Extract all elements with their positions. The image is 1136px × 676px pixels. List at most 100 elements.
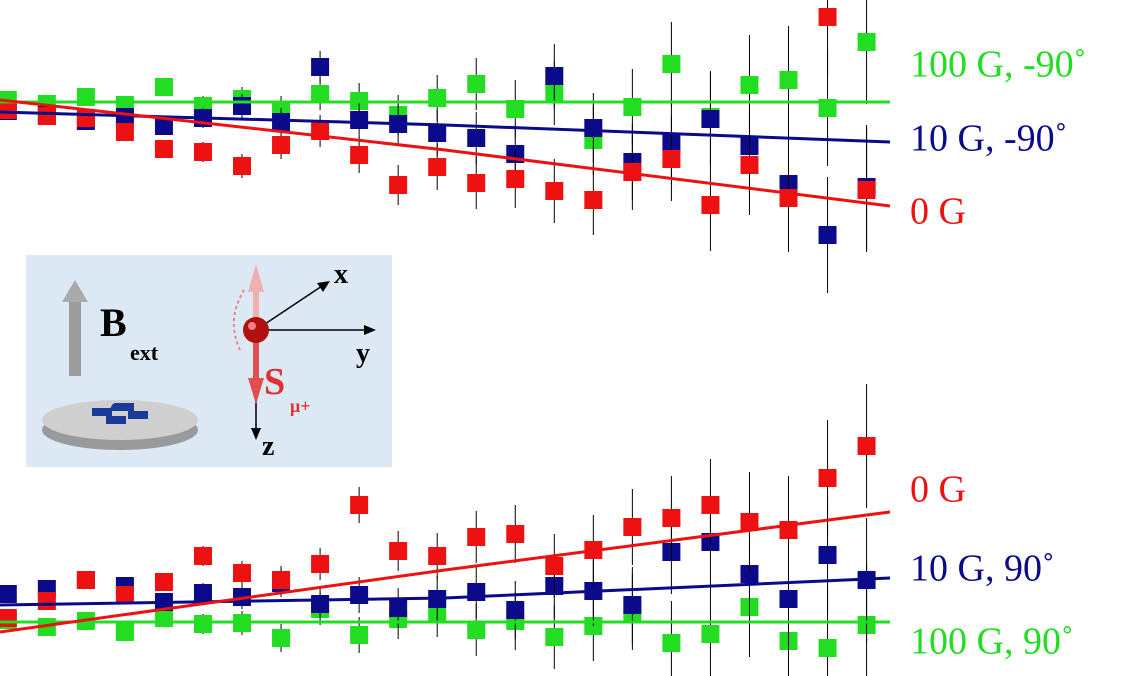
- point: [37, 107, 56, 125]
- tile: [128, 411, 148, 419]
- point: [779, 590, 798, 608]
- z-axis-head: [251, 428, 261, 440]
- spin-label: S: [264, 361, 285, 403]
- point: [545, 182, 564, 200]
- inset: B ext x y z S μ+: [26, 255, 392, 467]
- point: [193, 547, 212, 565]
- point: [350, 586, 369, 604]
- point: [506, 601, 525, 619]
- point: [818, 639, 837, 657]
- point: [272, 629, 291, 647]
- point: [193, 143, 212, 161]
- point: [115, 123, 134, 141]
- point: [662, 55, 681, 73]
- series: [0, 0, 876, 252]
- point: [506, 100, 525, 118]
- point: [857, 181, 876, 199]
- point: [740, 76, 759, 94]
- point: [701, 110, 720, 128]
- fit-line: [0, 98, 891, 208]
- point: [623, 518, 642, 536]
- point: [701, 496, 720, 514]
- spin-ghost-head: [248, 264, 264, 292]
- point: [0, 609, 17, 627]
- point: [350, 496, 369, 514]
- series-label: 10 G, 90˚: [910, 548, 1055, 590]
- point: [115, 586, 134, 604]
- fit-line: [0, 576, 891, 607]
- point: [154, 140, 173, 158]
- point: [350, 111, 369, 129]
- point: [740, 565, 759, 583]
- point: [311, 595, 330, 613]
- point: [818, 8, 837, 26]
- tile: [92, 408, 112, 416]
- point: [76, 571, 95, 589]
- point: [545, 67, 564, 85]
- point: [311, 555, 330, 573]
- point: [389, 542, 408, 560]
- point: [857, 33, 876, 51]
- point: [233, 564, 252, 582]
- point: [740, 156, 759, 174]
- point: [545, 557, 564, 575]
- muon: [243, 317, 269, 343]
- point: [115, 623, 134, 641]
- point: [623, 596, 642, 614]
- fit-line: [0, 510, 891, 634]
- field-sub: ext: [130, 340, 159, 365]
- point: [272, 571, 291, 589]
- series-label: 100 G, 90˚: [910, 621, 1074, 663]
- point: [428, 547, 447, 565]
- point: [701, 625, 720, 643]
- point: [0, 585, 17, 603]
- point: [584, 191, 603, 209]
- y-axis-head: [364, 325, 376, 335]
- x-axis: [255, 285, 323, 331]
- point: [154, 573, 173, 591]
- x-label: x: [334, 259, 348, 290]
- point: [428, 89, 447, 107]
- point: [428, 158, 447, 176]
- point: [506, 525, 525, 543]
- point: [857, 437, 876, 455]
- x-axis-head: [317, 281, 330, 292]
- point: [350, 626, 369, 644]
- point: [154, 117, 173, 135]
- point: [428, 124, 447, 142]
- point: [154, 78, 173, 96]
- point: [662, 509, 681, 527]
- point: [467, 129, 486, 147]
- point: [701, 196, 720, 214]
- point: [662, 634, 681, 652]
- spin-sub: μ+: [290, 396, 310, 416]
- series: [0, 384, 876, 627]
- point: [467, 75, 486, 93]
- point: [818, 546, 837, 564]
- point: [584, 119, 603, 137]
- point: [662, 150, 681, 168]
- field-label: B: [100, 300, 127, 345]
- point: [193, 584, 212, 602]
- point: [272, 136, 291, 154]
- point: [818, 226, 837, 244]
- point: [193, 615, 212, 633]
- z-label: z: [262, 431, 274, 462]
- point: [389, 176, 408, 194]
- point: [389, 599, 408, 617]
- point: [37, 592, 56, 610]
- field-arrow-head: [62, 280, 88, 302]
- spin-arrow-head: [248, 378, 264, 404]
- tile: [106, 416, 126, 424]
- point: [233, 97, 252, 115]
- field-arrow-shaft: [69, 300, 81, 376]
- point: [311, 85, 330, 103]
- point: [350, 146, 369, 164]
- rotation-arc: [232, 289, 245, 351]
- point: [154, 609, 173, 627]
- y-label: y: [356, 338, 370, 369]
- point: [818, 469, 837, 487]
- point: [740, 513, 759, 531]
- muon-highlight: [248, 322, 256, 330]
